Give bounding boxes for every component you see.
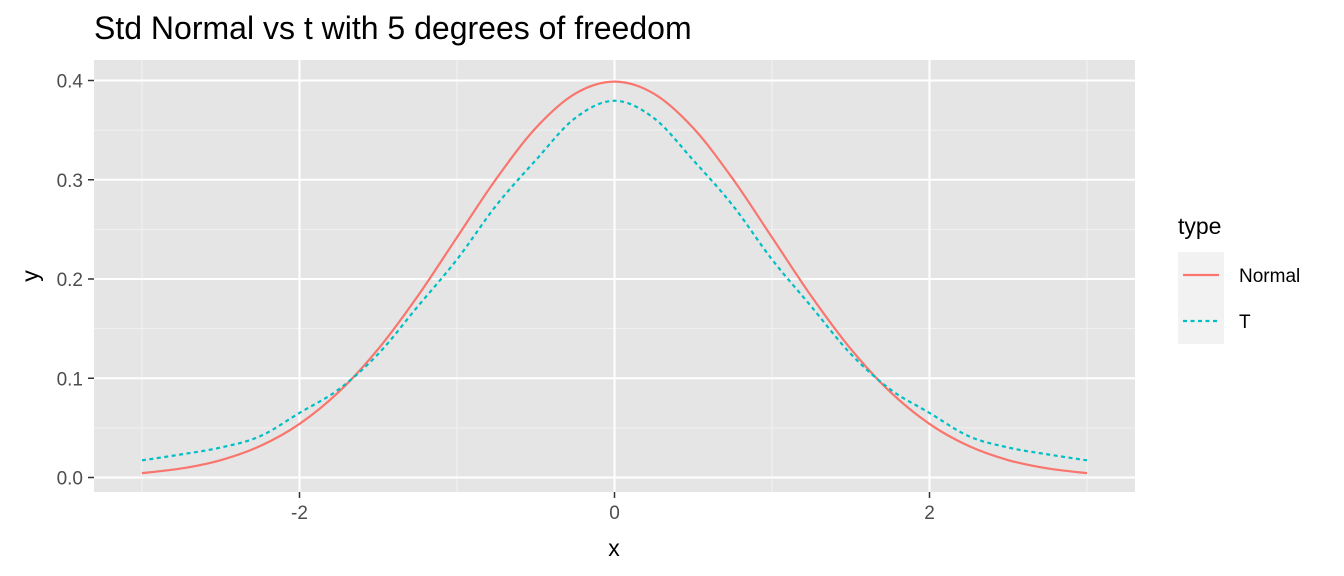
legend: type Normal T xyxy=(1178,213,1300,344)
y-tick-label: 0.1 xyxy=(57,369,83,390)
x-tick-label: -2 xyxy=(291,503,308,524)
y-tick-label: 0.0 xyxy=(57,469,83,490)
y-axis-title: y xyxy=(17,270,43,282)
x-axis: -2 0 2 xyxy=(291,492,935,524)
legend-label-normal: Normal xyxy=(1239,266,1300,287)
y-axis: 0.0 0.1 0.2 0.3 0.4 xyxy=(57,72,94,490)
legend-label-t: T xyxy=(1239,312,1251,333)
x-axis-title: x xyxy=(608,535,620,561)
series-line-normal xyxy=(141,80,1088,475)
series-layer xyxy=(141,80,1088,475)
x-tick-label: 2 xyxy=(924,503,935,524)
y-tick-label: 0.2 xyxy=(57,270,83,291)
x-tick-label: 0 xyxy=(609,503,620,524)
legend-title: type xyxy=(1178,213,1221,239)
chart-title: Std Normal vs t with 5 degrees of freedo… xyxy=(94,10,692,46)
y-tick-label: 0.3 xyxy=(57,171,83,192)
series-line-t xyxy=(141,99,1088,462)
y-tick-label: 0.4 xyxy=(57,72,84,93)
grid-major xyxy=(94,60,1135,492)
